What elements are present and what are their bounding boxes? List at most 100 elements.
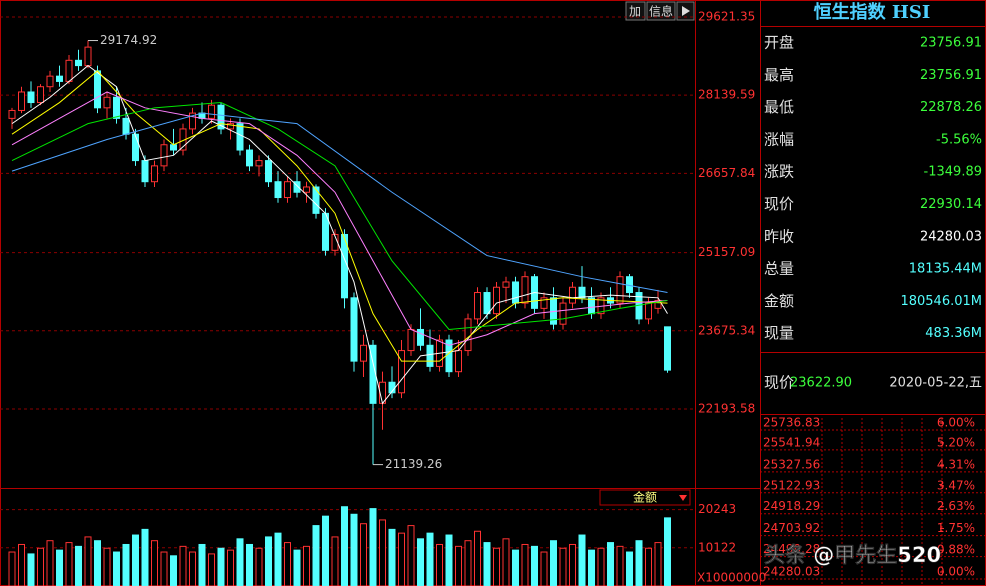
candle-body [274,181,282,199]
info-value: 24280.03 [920,229,982,244]
candle-body [654,299,662,309]
y-tick-label: 23675.34 [698,323,755,337]
candle-body [578,286,586,299]
info-label: 最高 [764,66,794,84]
volume-bar [578,534,586,586]
candle-body [664,326,671,371]
candle-body [141,160,149,183]
volume-bar [502,538,510,586]
candle-body [151,165,158,183]
candle-body [113,96,120,119]
volume-bar [407,525,415,586]
candle-body [75,59,82,67]
volume-bar [246,543,253,586]
volume-bar [179,545,187,586]
volume-bar [559,547,567,586]
candle-body [65,59,73,82]
y2-tick-label: 10122 [698,540,736,554]
mini-pct-label: 0.00% [937,565,975,579]
candle-body [502,281,510,288]
volume-bar [56,549,63,586]
y-tick-label: 28139.59 [698,88,755,102]
volume-bar [236,538,244,586]
info-label: 现量 [764,324,794,342]
info-value: -1349.89 [924,165,982,180]
info-value: 22878.26 [920,100,982,115]
volume-bar [350,513,358,586]
volume-bar [189,551,196,586]
volume-bar [303,545,310,586]
volume-bar [664,517,671,586]
mini-pct-label: 3.47% [937,478,975,492]
cursor-value: 23622.90 [790,376,852,391]
cursor-label: 现价 [764,374,794,392]
volume-bar [607,542,614,586]
volume-bar [464,540,472,586]
moving-average [11,91,668,346]
volume-bar [654,542,662,586]
volume-bar [8,551,16,586]
info-button[interactable] [646,1,676,21]
volume-bar [455,545,462,586]
candle-body [132,133,139,162]
candle-body [122,117,130,135]
candle-body [84,46,92,67]
volume-bar [493,547,500,586]
volume-bar [341,506,348,586]
volume-bar [18,543,25,586]
volume-bar [46,540,54,586]
candle-body [227,123,234,130]
info-label: 现价 [764,195,794,213]
volume-bar [217,547,225,586]
volume-bar [103,547,111,586]
volume-bar [483,542,491,586]
candle-body [170,144,177,151]
candle-body [426,344,434,367]
info-label: 开盘 [764,34,794,52]
y-tick-label: 29621.35 [698,9,755,23]
mini-pct-label: 0.88% [937,543,975,557]
mini-price-label: 24918.29 [763,499,820,513]
candle-body [398,350,405,394]
watermark: 头条 @甲先生520 [764,543,941,567]
volume-bar [198,543,206,586]
volume-bar [255,547,263,586]
y2-tick-label: 20243 [698,502,736,516]
volume-bar [312,525,320,586]
candle-body [493,286,500,315]
volume-bar [265,536,272,586]
moving-average [11,112,668,294]
volume-bar [521,543,529,586]
volume-bar [597,547,605,586]
candle-body [312,186,320,214]
info-value: -5.56% [936,132,982,147]
volume-bar [635,540,643,586]
volume-bar [550,540,557,586]
info-label: 总量 [764,260,794,278]
candle-body [616,276,624,304]
indicator-select[interactable] [599,489,691,506]
volume-bar [227,549,234,586]
candle-body [512,281,519,304]
volume-bar [436,543,443,586]
volume-bar [388,528,396,586]
candle-body [474,292,481,320]
volume-bar [141,528,149,586]
candle-body [94,70,101,109]
volume-bar [540,551,548,586]
info-value: 23756.91 [920,68,982,83]
volume-bar [426,532,434,586]
mini-price-label: 25541.94 [763,435,820,449]
cursor-date: 2020-05-22,五 [889,376,982,391]
volume-bar [588,549,595,586]
candle-body [417,328,424,346]
add-button[interactable] [625,1,646,21]
candle-body [569,286,576,304]
volume-bar [645,547,652,586]
volume-bar [160,551,168,586]
volume-bar [616,545,624,586]
info-value: 22930.14 [920,197,982,212]
volume-bar [331,536,339,586]
y-tick-label: 22193.58 [698,401,755,415]
volume-unit: X10000000 [697,571,766,585]
